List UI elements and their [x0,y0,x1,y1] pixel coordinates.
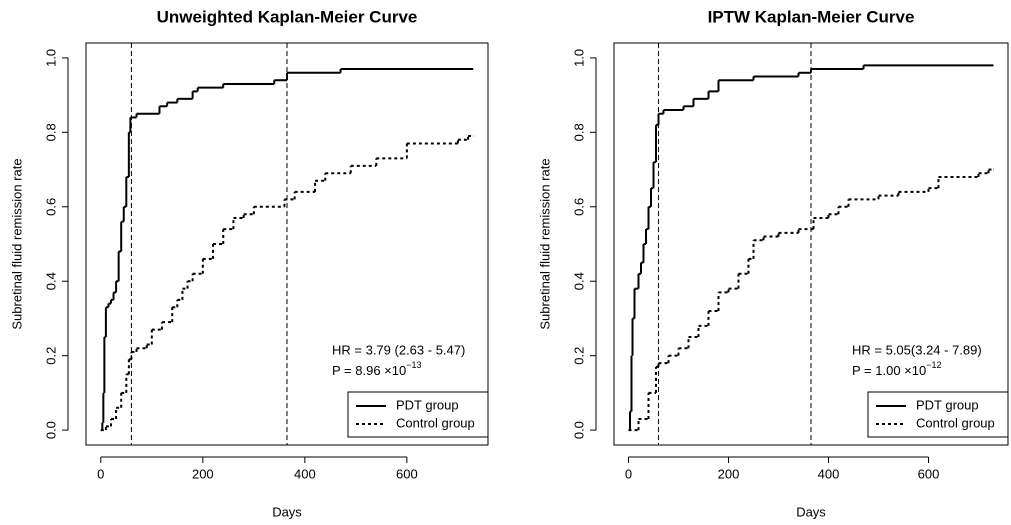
p-value: P = 1.00 ×10−12 [852,360,942,378]
legend-label: Control group [396,415,475,430]
chart-title: Unweighted Kaplan-Meier Curve [157,7,418,26]
y-axis-label: Subretinal fluid remission rate [537,158,552,329]
legend-label: PDT group [396,397,459,412]
y-tick-label: 1.0 [571,49,586,67]
x-tick-label: 200 [718,466,740,481]
y-tick-label: 0.0 [43,421,58,439]
x-tick-label: 600 [918,466,940,481]
x-tick-label: 400 [818,466,840,481]
p-value: P = 8.96 ×10−13 [332,360,422,378]
legend-box [347,391,489,438]
legend-box [867,391,1009,438]
x-tick-label: 200 [192,466,214,481]
x-axis-label: Days [796,504,826,519]
y-tick-label: 0.4 [43,272,58,290]
y-tick-label: 0.6 [571,198,586,216]
p-value-text: P = 1.00 ×10 [852,363,926,378]
x-tick-label: 0 [625,466,632,481]
p-value-text: P = 8.96 ×10 [332,363,406,378]
x-axis-label: Days [272,504,302,519]
x-tick-label: 600 [396,466,418,481]
chart-title: IPTW Kaplan-Meier Curve [708,7,915,26]
x-tick-label: 0 [97,466,104,481]
legend-label: Control group [916,415,995,430]
y-tick-label: 0.2 [43,347,58,365]
y-axis-label: Subretinal fluid remission rate [9,158,24,329]
y-tick-label: 0.6 [43,198,58,216]
y-tick-label: 0.0 [571,421,586,439]
hazard-ratio: HR = 3.79 (2.63 - 5.47) [332,342,465,357]
x-tick-label: 400 [294,466,316,481]
p-value-exponent: −12 [926,360,941,370]
y-tick-label: 0.8 [571,123,586,141]
hazard-ratio: HR = 5.05(3.24 - 7.89) [852,342,982,357]
legend-label: PDT group [916,397,979,412]
y-tick-label: 0.8 [43,123,58,141]
y-tick-label: 0.4 [571,272,586,290]
y-tick-label: 1.0 [43,49,58,67]
y-tick-label: 0.2 [571,347,586,365]
p-value-exponent: −13 [406,360,421,370]
